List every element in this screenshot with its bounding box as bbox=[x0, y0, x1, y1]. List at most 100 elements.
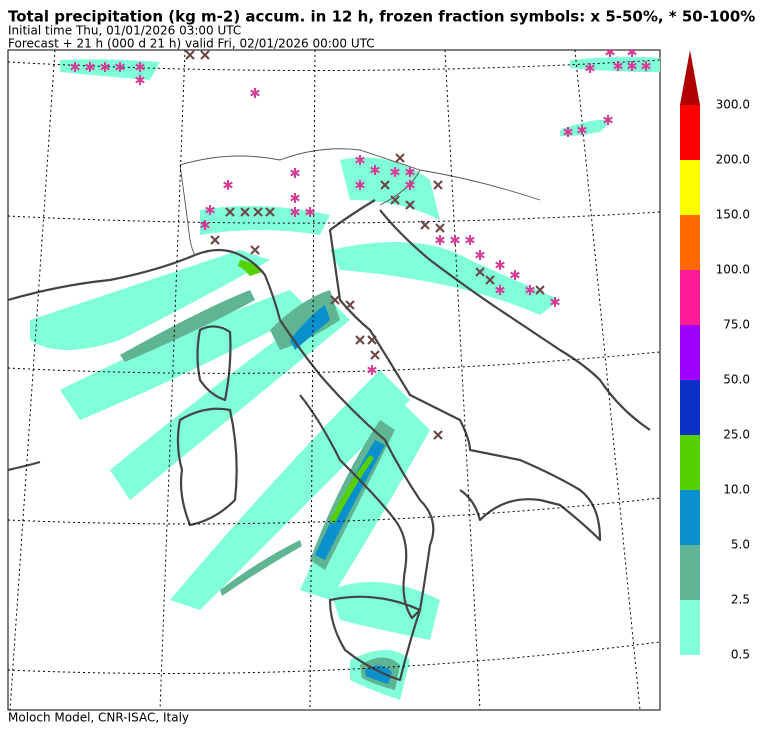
colorbar-label: 5.0 bbox=[731, 538, 750, 552]
stroke bbox=[465, 236, 475, 244]
stroke bbox=[253, 207, 263, 217]
snow-symbol bbox=[495, 260, 505, 270]
colorbar-label: 10.0 bbox=[723, 483, 750, 497]
stroke bbox=[367, 366, 377, 374]
stroke bbox=[355, 335, 365, 345]
stroke bbox=[200, 221, 210, 229]
colorbar-label: 50.0 bbox=[723, 373, 750, 387]
mixed-symbol bbox=[485, 275, 495, 285]
stroke bbox=[395, 153, 405, 163]
stroke bbox=[450, 236, 460, 244]
colorbar-segment bbox=[680, 215, 700, 270]
stroke bbox=[405, 200, 415, 210]
footer: Moloch Model, CNR-ISAC, Italy bbox=[8, 711, 189, 725]
stroke bbox=[100, 63, 110, 71]
colorbar: 0.5 2.5 5.0 10.0 25.0 50.0 75.0 100.0 150.0 200.0… bbox=[680, 50, 750, 662]
stroke bbox=[290, 169, 300, 177]
mixed-symbols bbox=[185, 50, 545, 440]
stroke bbox=[70, 63, 80, 71]
snow-symbol bbox=[563, 127, 573, 137]
snow-symbol bbox=[605, 50, 615, 57]
mixed-symbol bbox=[380, 180, 390, 190]
stroke bbox=[585, 64, 595, 72]
mixed-symbol bbox=[390, 195, 400, 205]
stroke bbox=[205, 206, 215, 214]
stroke bbox=[290, 194, 300, 202]
snow-symbol bbox=[223, 180, 233, 190]
snow-symbol bbox=[390, 167, 400, 177]
snow-symbol bbox=[290, 207, 300, 217]
colorbar-label: 200.0 bbox=[716, 153, 750, 167]
stroke bbox=[115, 63, 125, 71]
snow-symbol bbox=[290, 168, 300, 178]
colorbar-label: 150.0 bbox=[716, 208, 750, 222]
snow-symbol bbox=[450, 235, 460, 245]
colorbar-extension bbox=[680, 50, 700, 105]
mixed-symbol bbox=[200, 50, 210, 60]
colorbar-label: 0.5 bbox=[731, 648, 750, 662]
stroke bbox=[200, 50, 210, 60]
stroke bbox=[405, 181, 415, 189]
colorbar-segment bbox=[680, 490, 700, 545]
stroke bbox=[495, 286, 505, 294]
stroke bbox=[345, 300, 355, 310]
stroke bbox=[475, 267, 485, 277]
stroke bbox=[355, 156, 365, 164]
stroke bbox=[405, 168, 415, 176]
colorbar-label: 75.0 bbox=[723, 318, 750, 332]
snow-symbol bbox=[641, 61, 651, 71]
stroke bbox=[370, 350, 380, 360]
snow-symbol bbox=[250, 88, 260, 98]
mixed-symbol bbox=[240, 207, 250, 217]
stroke bbox=[355, 181, 365, 189]
colorbar-label: 2.5 bbox=[731, 593, 750, 607]
stroke bbox=[577, 126, 587, 134]
stroke bbox=[390, 195, 400, 205]
colorbar-label: 25.0 bbox=[723, 428, 750, 442]
stroke bbox=[305, 208, 315, 216]
borders bbox=[179, 148, 541, 256]
snow-symbol bbox=[465, 235, 475, 245]
colorbar-label: 100.0 bbox=[716, 263, 750, 277]
stroke bbox=[380, 180, 390, 190]
stroke bbox=[433, 430, 443, 440]
stroke bbox=[390, 168, 400, 176]
snow-symbol bbox=[290, 193, 300, 203]
colorbar-segment bbox=[680, 325, 700, 380]
snow-symbol bbox=[495, 285, 505, 295]
snow-symbol bbox=[613, 61, 623, 71]
colorbar-segment bbox=[680, 105, 700, 160]
stroke bbox=[367, 335, 377, 345]
stroke bbox=[223, 181, 233, 189]
mixed-symbol bbox=[355, 335, 365, 345]
colorbar-segment bbox=[680, 380, 700, 435]
snow-symbol bbox=[70, 62, 80, 72]
snow-symbol bbox=[115, 62, 125, 72]
stroke bbox=[605, 50, 615, 56]
colorbar-segment bbox=[680, 545, 700, 600]
stroke bbox=[370, 166, 380, 174]
stroke bbox=[485, 275, 495, 285]
mixed-symbol bbox=[535, 285, 545, 295]
snow-symbol bbox=[205, 205, 215, 215]
snow-symbol bbox=[577, 125, 587, 135]
title: Total precipitation (kg m-2) accum. in 1… bbox=[8, 8, 755, 26]
stroke bbox=[525, 286, 535, 294]
mixed-symbol bbox=[225, 207, 235, 217]
snow-symbol bbox=[627, 61, 637, 71]
stroke bbox=[550, 298, 560, 306]
stroke bbox=[210, 235, 220, 245]
colorbar-label: 300.0 bbox=[716, 98, 750, 112]
snow-symbol bbox=[405, 167, 415, 177]
mixed-symbol bbox=[435, 223, 445, 233]
stroke bbox=[475, 251, 485, 259]
mixed-symbol bbox=[185, 50, 195, 60]
mixed-symbol bbox=[250, 245, 260, 255]
mixed-symbol bbox=[433, 180, 443, 190]
snow-symbol bbox=[435, 235, 445, 245]
mixed-symbol bbox=[433, 430, 443, 440]
snow-symbol bbox=[585, 63, 595, 73]
mixed-symbol bbox=[345, 300, 355, 310]
stroke bbox=[535, 285, 545, 295]
